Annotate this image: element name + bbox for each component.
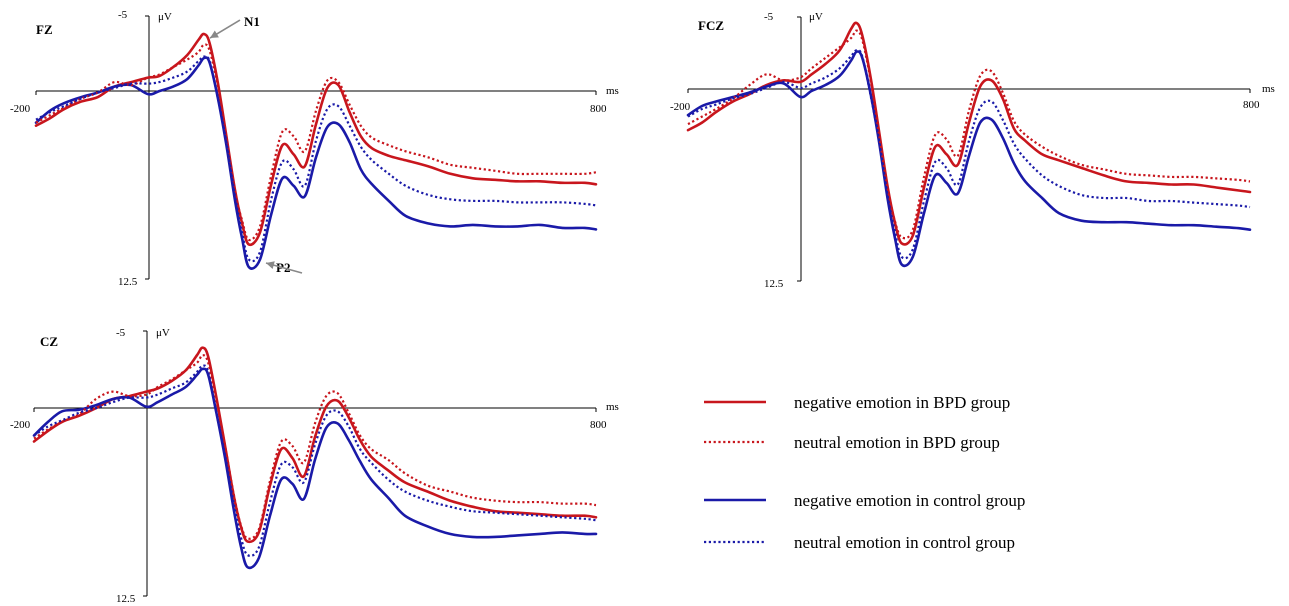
panel-title: CZ — [40, 334, 58, 349]
y-unit-label: μV — [809, 11, 823, 23]
x-left-tick-label: -200 — [670, 101, 691, 113]
legend-label: negative emotion in control group — [794, 491, 1025, 510]
series-line-neutral-emotion-in-bpd-group — [33, 354, 597, 540]
series-line-negative-emotion-in-control-group — [32, 367, 598, 570]
x-right-tick-label: 800 — [590, 103, 607, 115]
x-left-tick-label: -200 — [10, 103, 31, 115]
series-line-negative-emotion-in-bpd-group — [686, 21, 1252, 246]
x-unit-label: ms — [1262, 83, 1275, 95]
series-line-negative-emotion-in-control-group — [34, 56, 598, 270]
x-right-tick-label: 800 — [1243, 99, 1260, 111]
plot-area — [32, 330, 598, 597]
panel-fcz: FCZ -5 12.5 μV -200 800 ms — [670, 11, 1275, 290]
series-line-negative-emotion-in-bpd-group — [32, 346, 598, 544]
plot-area — [686, 16, 1252, 282]
y-top-tick-label: -5 — [764, 11, 774, 23]
y-bottom-tick-label: 12.5 — [116, 593, 136, 605]
panel-fz: FZ -5 12.5 μV -200 800 ms N1 P2 — [10, 9, 619, 288]
series-line-neutral-emotion-in-control-group — [687, 48, 1251, 260]
x-unit-label: ms — [606, 85, 619, 97]
plot-area — [34, 15, 598, 280]
series-line-negative-emotion-in-bpd-group — [34, 32, 598, 247]
series-line-neutral-emotion-in-bpd-group — [35, 43, 597, 242]
series-line-neutral-emotion-in-control-group — [33, 364, 597, 558]
panel-title: FZ — [36, 22, 53, 37]
y-unit-label: μV — [156, 327, 170, 339]
legend-label: neutral emotion in control group — [794, 533, 1015, 552]
x-unit-label: ms — [606, 401, 619, 413]
legend: negative emotion in BPD group neutral em… — [704, 393, 1025, 552]
annotation-arrowhead — [266, 261, 275, 269]
y-bottom-tick-label: 12.5 — [764, 278, 784, 290]
x-left-tick-label: -200 — [10, 419, 31, 431]
x-right-tick-label: 800 — [590, 419, 607, 431]
panel-cz: CZ -5 12.5 μV -200 800 ms — [10, 327, 619, 605]
y-top-tick-label: -5 — [116, 327, 126, 339]
annotation-n1: N1 — [244, 14, 260, 29]
panel-title: FCZ — [698, 18, 724, 33]
legend-label: negative emotion in BPD group — [794, 393, 1010, 412]
y-bottom-tick-label: 12.5 — [118, 276, 138, 288]
legend-label: neutral emotion in BPD group — [794, 433, 1000, 452]
y-top-tick-label: -5 — [118, 9, 128, 21]
y-unit-label: μV — [158, 11, 172, 23]
series-line-neutral-emotion-in-bpd-group — [687, 29, 1251, 240]
annotation-arrowhead — [210, 30, 219, 39]
series-line-negative-emotion-in-control-group — [686, 50, 1252, 268]
